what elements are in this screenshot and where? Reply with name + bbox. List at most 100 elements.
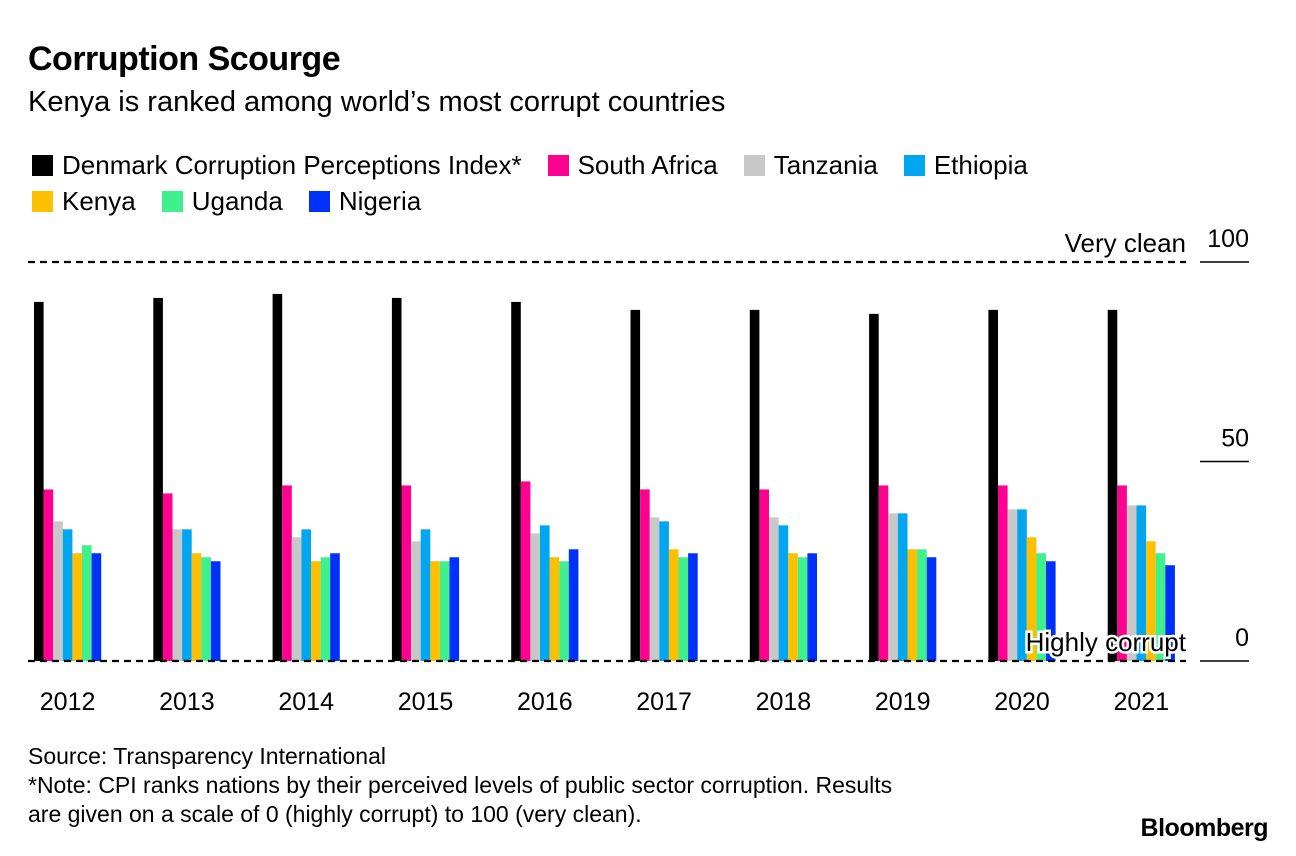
bar-nigeria-2020 <box>1046 561 1056 661</box>
bar-nigeria-2017 <box>688 553 698 661</box>
x-tick-label-2018: 2018 <box>756 688 812 716</box>
bar-nigeria-2021 <box>1165 565 1175 661</box>
bar-denmark-2019 <box>869 313 879 661</box>
bar-ethiopia-2013 <box>182 529 192 661</box>
bar-uganda-2013 <box>201 557 211 661</box>
x-axis-labels: 2012 2013 2014 2015 2016 2017 2018 2019 2020 2021 <box>40 688 1169 716</box>
bar-denmark-2020 <box>988 309 998 661</box>
y-tick-label-100: 100 <box>1207 225 1249 253</box>
legend-item-denmark: Denmark Corruption Perceptions Index* <box>32 150 522 181</box>
bar-uganda-2014 <box>320 557 331 661</box>
footnote-line-1: *Note: CPI ranks nations by their percei… <box>28 772 893 798</box>
bar-group-2012 <box>34 301 102 661</box>
chart-title: Corruption Scourge <box>28 40 341 78</box>
bar-kenya-2015 <box>430 561 440 661</box>
bar-uganda-2018 <box>797 557 808 661</box>
bloomberg-logo: Bloomberg <box>1140 814 1269 842</box>
reference-label-highly-corrupt: Highly corrupt <box>1026 627 1187 657</box>
bar-south-africa-2019 <box>878 485 889 661</box>
x-tick-label-2019: 2019 <box>875 688 931 716</box>
bar-group-2019 <box>869 313 937 661</box>
x-tick-label-2012: 2012 <box>40 688 96 716</box>
bar-tanzania-2020 <box>1007 509 1018 661</box>
x-tick-label-2016: 2016 <box>517 688 573 716</box>
x-tick-label-2017: 2017 <box>636 688 692 716</box>
legend-swatch-south-africa <box>547 154 569 176</box>
bar-south-africa-2016 <box>520 481 531 661</box>
bar-ethiopia-2020 <box>1017 509 1027 661</box>
bar-group-2020 <box>988 309 1056 661</box>
legend-item-tanzania: Tanzania <box>743 149 878 181</box>
legend-label-tanzania: Tanzania <box>773 149 878 180</box>
bar-kenya-2021 <box>1146 541 1156 661</box>
bar-uganda-2016 <box>559 561 569 661</box>
bar-south-africa-2017 <box>640 489 650 661</box>
bar-nigeria-2019 <box>926 557 937 661</box>
bar-nigeria-2016 <box>568 549 579 661</box>
bar-nigeria-2012 <box>91 553 102 661</box>
legend-swatch-ethiopia <box>903 154 925 176</box>
legend-label-uganda: Uganda <box>191 185 283 216</box>
bar-group-2014 <box>272 293 340 661</box>
y-tick-label-50: 50 <box>1221 425 1249 453</box>
bar-uganda-2021 <box>1155 553 1166 661</box>
bar-kenya-2017 <box>668 549 679 661</box>
source-note: Source: Transparency International <box>28 743 386 769</box>
bar-south-africa-2018 <box>759 489 769 661</box>
bar-south-africa-2021 <box>1117 485 1127 661</box>
bar-kenya-2020 <box>1026 537 1037 661</box>
bar-ethiopia-2017 <box>659 521 669 661</box>
bar-kenya-2019 <box>907 549 918 661</box>
x-tick-label-2013: 2013 <box>159 688 215 716</box>
bar-south-africa-2015 <box>401 485 412 661</box>
bar-group-2021 <box>1107 309 1175 661</box>
legend-item-ethiopia: Ethiopia <box>903 149 1028 181</box>
bar-ethiopia-2016 <box>540 525 550 661</box>
bar-chart: Very clean Highly corrupt 0 50 100 2012 2013… <box>28 225 1249 716</box>
legend-label-kenya: Kenya <box>62 185 136 216</box>
legend-row-2: Kenya Uganda Nigeria <box>32 183 1252 219</box>
y-axis: 0 50 100 <box>1200 225 1249 662</box>
legend-item-uganda: Uganda <box>161 185 283 217</box>
bar-group-2013 <box>153 297 221 661</box>
reference-label-very-clean: Very clean <box>1065 228 1186 258</box>
bar-ethiopia-2018 <box>778 525 789 661</box>
legend-swatch-uganda <box>161 190 183 212</box>
legend-item-nigeria: Nigeria <box>308 185 422 217</box>
bar-denmark-2015 <box>391 297 402 661</box>
y-tick-label-0: 0 <box>1235 624 1249 652</box>
legend-swatch-denmark <box>32 154 53 176</box>
bar-uganda-2019 <box>917 549 927 661</box>
bar-ethiopia-2014 <box>301 529 311 661</box>
bar-south-africa-2020 <box>998 485 1008 661</box>
bar-nigeria-2013 <box>210 561 221 661</box>
legend-label-ethiopia: Ethiopia <box>933 149 1028 180</box>
bar-tanzania-2021 <box>1126 505 1137 661</box>
bar-denmark-2017 <box>630 309 641 661</box>
legend-label-nigeria: Nigeria <box>338 185 422 216</box>
legend-item-south-africa: South Africa <box>547 149 718 181</box>
x-tick-label-2014: 2014 <box>278 688 334 716</box>
bar-tanzania-2016 <box>530 533 540 661</box>
bar-kenya-2018 <box>788 553 798 661</box>
bar-tanzania-2015 <box>411 541 421 661</box>
bar-tanzania-2019 <box>888 513 898 661</box>
bar-ethiopia-2012 <box>62 529 73 661</box>
legend-label-south-africa: South Africa <box>577 149 718 180</box>
bar-tanzania-2014 <box>291 537 302 661</box>
bar-kenya-2016 <box>549 557 560 661</box>
legend-swatch-nigeria <box>308 190 330 212</box>
legend: Denmark Corruption Perceptions Index* So… <box>32 147 1252 219</box>
footer: Source: Transparency International *Note… <box>28 742 892 829</box>
bar-denmark-2018 <box>749 309 760 661</box>
reference-lines: Very clean Highly corrupt <box>28 226 1189 663</box>
footnote-line-2: are given on a scale of 0 (highly corrup… <box>28 801 642 827</box>
bar-kenya-2013 <box>191 553 202 661</box>
bar-south-africa-2012 <box>43 489 54 661</box>
bar-ethiopia-2015 <box>420 529 431 661</box>
bar-ethiopia-2019 <box>897 513 908 661</box>
legend-swatch-tanzania <box>743 154 765 176</box>
bar-group-2017 <box>630 309 698 661</box>
x-tick-label-2020: 2020 <box>994 688 1050 716</box>
bar-uganda-2017 <box>678 557 689 661</box>
